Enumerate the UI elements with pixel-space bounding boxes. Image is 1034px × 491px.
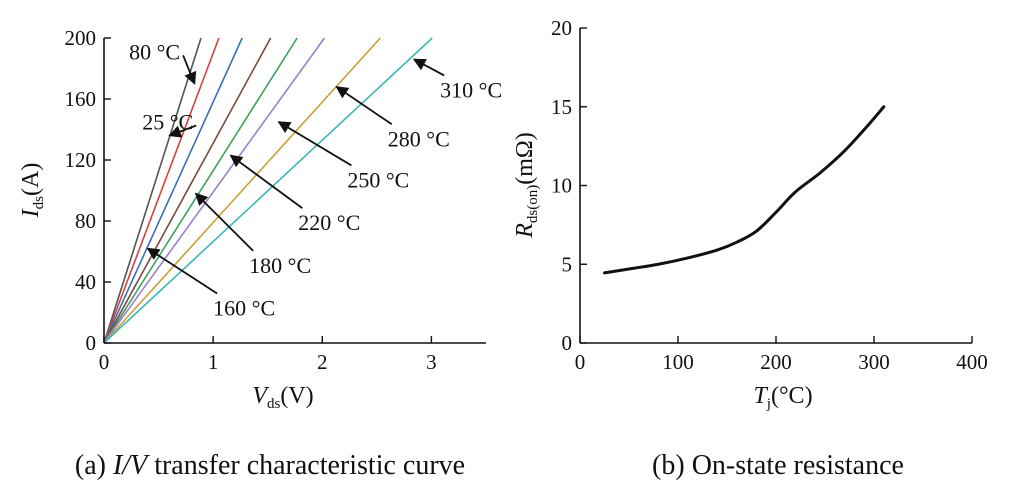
iv-x-axis-label: Vds(V) <box>252 383 313 412</box>
iv-y-tick-label: 120 <box>65 148 97 172</box>
iv-annotation-arrow <box>412 58 445 77</box>
resistance-x-tick-label: 300 <box>858 350 890 374</box>
iv-series-label: 220 °C <box>298 210 360 235</box>
iv-y-tick-label: 0 <box>86 331 97 355</box>
iv-series-label: 250 °C <box>347 167 409 192</box>
resistance-x-tick-label: 400 <box>956 350 988 374</box>
iv-annotation-arrow <box>335 86 393 126</box>
iv-annotation-arrow <box>229 154 303 209</box>
iv-y-tick-label: 40 <box>75 270 96 294</box>
iv-x-tick-label: 3 <box>426 350 437 374</box>
iv-series-line <box>103 37 298 344</box>
iv-series-line <box>103 37 272 344</box>
resistance-y-tick-label: 15 <box>551 95 572 119</box>
resistance-axes-group: 0 100 200 300 400 0 5 10 15 20 <box>551 16 988 374</box>
iv-series-label: 310 °C <box>440 77 502 102</box>
resistance-x-axis-label: Tj(°C) <box>753 383 812 412</box>
iv-series-line <box>103 37 326 344</box>
iv-caption: (a) I/V transfer characteristic curve <box>75 450 465 481</box>
iv-series-label: 25 °C <box>142 110 193 135</box>
resistance-y-tick-label: 20 <box>551 16 572 40</box>
resistance-x-tick-label: 100 <box>662 350 694 374</box>
iv-x-tick-label: 2 <box>317 350 328 374</box>
iv-annotations-group: 25 °C 80 °C 160 °C 180 °C 220 °C 250 °C 280 °C… <box>129 39 502 320</box>
iv-series-group <box>103 37 433 344</box>
iv-annotation-arrow <box>168 124 197 138</box>
resistance-x-tick-label: 200 <box>760 350 792 374</box>
resistance-x-tick-label: 0 <box>575 350 586 374</box>
resistance-y-tick-label: 10 <box>551 174 572 198</box>
resistance-series-group <box>603 105 886 275</box>
iv-axes-group: 0 1 2 3 0 40 80 120 160 200 <box>65 26 486 374</box>
iv-annotation-arrow <box>182 55 197 85</box>
resistance-caption: (b) On-state resistance <box>652 450 904 481</box>
iv-series-line <box>103 37 433 344</box>
iv-series-line <box>103 37 202 344</box>
iv-annotation-arrow <box>194 192 254 252</box>
iv-y-axis-label: Ids(A) <box>18 163 47 219</box>
resistance-series-line <box>603 105 886 275</box>
iv-chart: 25 °C 80 °C 160 °C 180 °C 220 °C 250 °C 280 °C… <box>18 26 502 481</box>
iv-series-line <box>103 37 243 344</box>
resistance-y-tick-label: 0 <box>562 331 573 355</box>
iv-y-tick-label: 80 <box>75 209 96 233</box>
iv-series-line <box>103 37 381 344</box>
iv-annotation-arrow <box>277 121 352 167</box>
iv-x-tick-label: 0 <box>99 350 110 374</box>
iv-series-label: 160 °C <box>213 296 275 321</box>
iv-series-label: 280 °C <box>388 126 450 151</box>
resistance-y-tick-label: 5 <box>562 252 573 276</box>
iv-series-line <box>103 37 220 344</box>
iv-y-tick-label: 200 <box>65 26 97 50</box>
resistance-chart: 0 100 200 300 400 0 5 10 15 20 Tj(°C) Rds(on)(mΩ)… <box>512 16 988 481</box>
iv-annotation-arrow <box>146 247 218 295</box>
iv-x-tick-label: 1 <box>208 350 219 374</box>
iv-series-label: 80 °C <box>129 39 180 64</box>
resistance-y-axis-label: Rds(on)(mΩ) <box>512 132 541 239</box>
iv-y-tick-label: 160 <box>65 87 97 111</box>
iv-series-label: 180 °C <box>249 253 311 278</box>
